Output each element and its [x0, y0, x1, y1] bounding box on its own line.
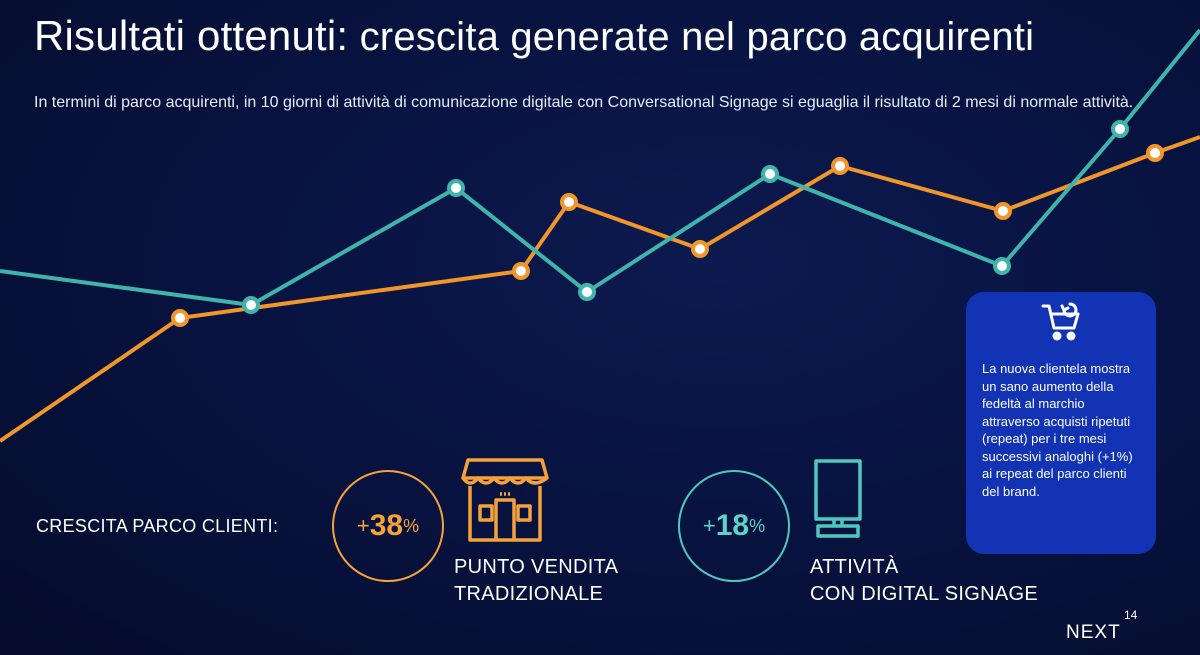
digital-stat-label: ATTIVITÀ CON DIGITAL SIGNAGE: [810, 554, 1038, 608]
store-stat-line2: TRADIZIONALE: [454, 583, 604, 605]
series-2-point-3: [447, 179, 465, 197]
store-stat-line1: PUNTO VENDITA: [454, 556, 619, 578]
digital-growth-unit: %: [749, 515, 766, 536]
series-2-point-7: [1111, 120, 1129, 138]
series-2-point-5: [761, 165, 779, 183]
digital-growth-circle: +18%: [678, 470, 790, 582]
digital-growth-plus: +: [702, 513, 716, 538]
series-2-point-6: [993, 257, 1011, 275]
loyalty-info-text: La nuova clientela mostra un sano aument…: [982, 361, 1133, 499]
series-1-point-8: [1146, 144, 1164, 162]
store-growth-circle: +38%: [332, 470, 444, 582]
shopping-cart-return-icon: [1041, 302, 1080, 341]
title-rest: crescita generate nel parco acquirenti: [348, 15, 1035, 59]
store-stat-label: PUNTO VENDITA TRADIZIONALE: [454, 554, 618, 608]
series-1-point-5: [691, 240, 709, 258]
logo-sup: 14: [1124, 608, 1138, 622]
loyalty-info-box: La nuova clientela mostra un sano aument…: [966, 292, 1156, 554]
digital-stat-line2: CON DIGITAL SIGNAGE: [810, 583, 1038, 605]
digital-growth-value: 18: [715, 509, 750, 542]
logo-word: NEXT: [1066, 622, 1121, 643]
store-growth-value: 38: [369, 509, 404, 542]
title-lead: Risultati ottenuti:: [34, 12, 349, 59]
store-growth-plus: +: [356, 513, 370, 538]
store-growth-unit: %: [403, 515, 420, 536]
series-1-point-6: [831, 157, 849, 175]
series-1-point-7: [994, 202, 1012, 220]
page-title: Risultati ottenuti: crescita generate ne…: [34, 12, 1034, 60]
series-1-point-3: [512, 262, 530, 280]
next14-logo: NEXT 14: [1066, 608, 1146, 648]
series-2-point-4: [578, 283, 596, 301]
storefront-icon: [461, 458, 549, 542]
series-2-point-2: [242, 296, 260, 314]
growth-label: CRESCITA PARCO CLIENTI:: [36, 516, 279, 536]
digital-signage-totem-icon: [814, 459, 862, 538]
series-1-point-2: [171, 309, 189, 327]
page-subtitle: In termini di parco acquirenti, in 10 gi…: [34, 94, 1134, 111]
series-1-point-4: [560, 193, 578, 211]
series-2-line: [0, 28, 1200, 307]
digital-stat-line1: ATTIVITÀ: [810, 556, 899, 578]
